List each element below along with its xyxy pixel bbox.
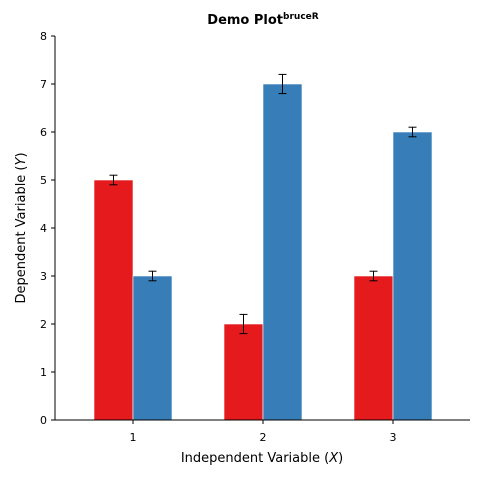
- error-bar-series1-cat2: [239, 313, 248, 335]
- y-tick-label: 6: [40, 126, 47, 139]
- y-tick-label: 0: [40, 414, 47, 427]
- error-bar-series1-cat1: [109, 174, 118, 186]
- x-axis-label: Independent Variable (X): [181, 451, 343, 466]
- y-tick-label: 3: [40, 270, 47, 283]
- x-tick-label: 1: [130, 431, 137, 444]
- y-tick-label: 5: [40, 174, 47, 187]
- y-tick-label: 2: [40, 318, 47, 331]
- x-axis-label-text: Independent Variable: [181, 451, 320, 466]
- y-axis-label-text: Dependent Variable: [14, 175, 29, 304]
- error-bars-group: [109, 73, 417, 335]
- bar-series2-cat2: [262, 83, 303, 421]
- y-axis-label: Dependent Variable (Y): [14, 152, 29, 303]
- error-bar-series2-cat2: [278, 73, 287, 95]
- bar-series1-cat1: [93, 179, 134, 421]
- y-axis-variable: Y: [14, 156, 29, 165]
- y-tick-label: 4: [40, 222, 47, 235]
- y-axis-ticks: 0 1 2 3 4 5 6 7 8: [40, 30, 55, 427]
- x-tick-label: 2: [260, 431, 267, 444]
- bar-series2-cat1: [132, 275, 173, 421]
- error-bar-series2-cat3: [408, 126, 417, 138]
- x-axis-variable: X: [328, 451, 339, 466]
- bar-series1-cat2: [223, 323, 264, 421]
- y-tick-label: 7: [40, 78, 47, 91]
- title-superscript: bruceR: [283, 12, 319, 22]
- title-text: Demo Plot: [207, 13, 283, 28]
- chart-title: Demo PlotbruceR: [207, 12, 318, 28]
- x-axis-ticks: 1 2 3: [130, 420, 397, 444]
- bar-series2-cat3: [392, 131, 433, 421]
- bars-group: [93, 83, 433, 421]
- error-bar-series2-cat1: [148, 270, 157, 282]
- x-tick-label: 3: [390, 431, 397, 444]
- bar-series1-cat3: [353, 275, 394, 421]
- error-bar-series1-cat3: [369, 270, 378, 282]
- y-tick-label: 8: [40, 30, 47, 43]
- y-tick-label: 1: [40, 366, 47, 379]
